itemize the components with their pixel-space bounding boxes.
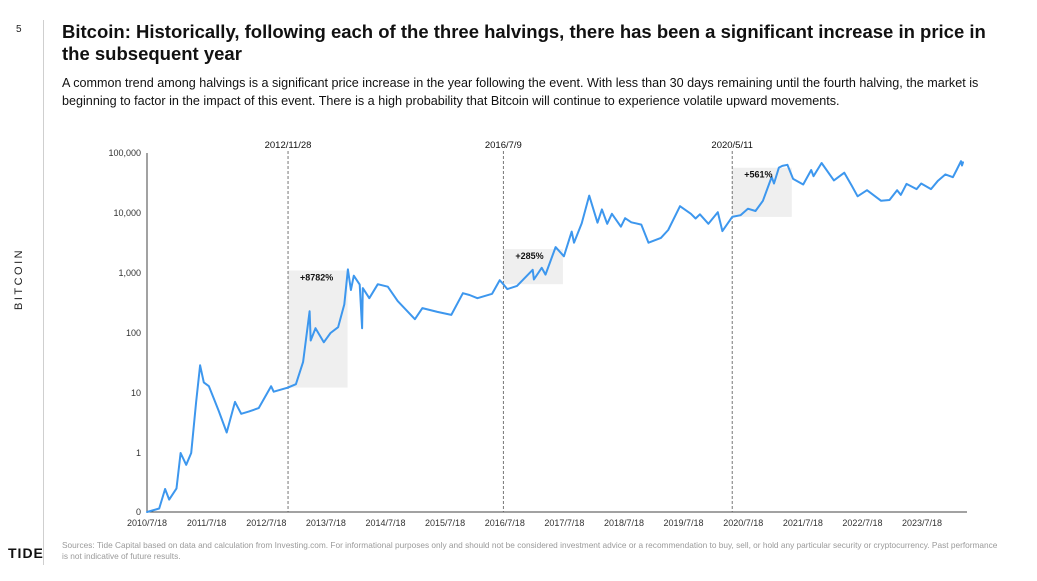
y-tick-label-10,000: 10,000 [113, 208, 141, 218]
y-tick-label-10: 10 [131, 388, 141, 398]
page-number: 5 [16, 24, 22, 35]
bitcoin-price-chart: 0 1 10 100 1,000 10,000 100,000 2010/7/18 2011/7… [108, 140, 967, 528]
halving-gain-box-1 [288, 270, 348, 388]
x-tick-label-2011/7/18: 2011/7/18 [187, 518, 226, 528]
y-tick-label-0: 0 [136, 507, 141, 517]
x-tick-label-2010/7/18: 2010/7/18 [127, 518, 167, 528]
x-tick-label-2014/7/18: 2014/7/18 [365, 518, 405, 528]
sources-footnote: Sources: Tide Capital based on data and … [62, 540, 998, 561]
slide-title: Bitcoin: Historically, following each of… [62, 21, 986, 64]
btc-price-line [146, 160, 964, 513]
halving-gain-label-2: +285% [515, 251, 543, 261]
x-tick-label-2019/7/18: 2019/7/18 [664, 518, 704, 528]
halving-gain-label-1: +8782% [300, 273, 333, 283]
x-tick-label-2022/7/18: 2022/7/18 [842, 518, 882, 528]
x-tick-label-2013/7/18: 2013/7/18 [306, 518, 346, 528]
tide-logo: TIDE [8, 545, 44, 561]
slide-subtitle: A common trend among halvings is a signi… [62, 76, 979, 108]
side-section-label: BITCOIN [13, 247, 25, 310]
halving-date-label-2: 2016/7/9 [485, 140, 522, 151]
x-tick-label-2017/7/18: 2017/7/18 [544, 518, 584, 528]
x-tick-label-2016/7/18: 2016/7/18 [485, 518, 525, 528]
side-divider [43, 20, 44, 565]
x-tick-label-2021/7/18: 2021/7/18 [783, 518, 823, 528]
halving-gain-box-3 [732, 167, 792, 217]
y-tick-label-100: 100 [126, 328, 141, 338]
x-tick-label-2012/7/18: 2012/7/18 [246, 518, 286, 528]
x-tick-label-2020/7/18: 2020/7/18 [723, 518, 763, 528]
y-tick-label-1: 1 [136, 448, 141, 458]
x-tick-label-2018/7/18: 2018/7/18 [604, 518, 644, 528]
y-tick-label-100,000: 100,000 [108, 148, 141, 158]
halving-date-label-3: 2020/5/11 [711, 140, 753, 151]
halving-date-label-1: 2012/11/28 [265, 140, 312, 151]
halving-gain-label-3: +561% [744, 170, 772, 180]
x-tick-label-2015/7/18: 2015/7/18 [425, 518, 465, 528]
y-tick-label-1,000: 1,000 [118, 268, 141, 278]
x-tick-label-2023/7/18: 2023/7/18 [902, 518, 942, 528]
